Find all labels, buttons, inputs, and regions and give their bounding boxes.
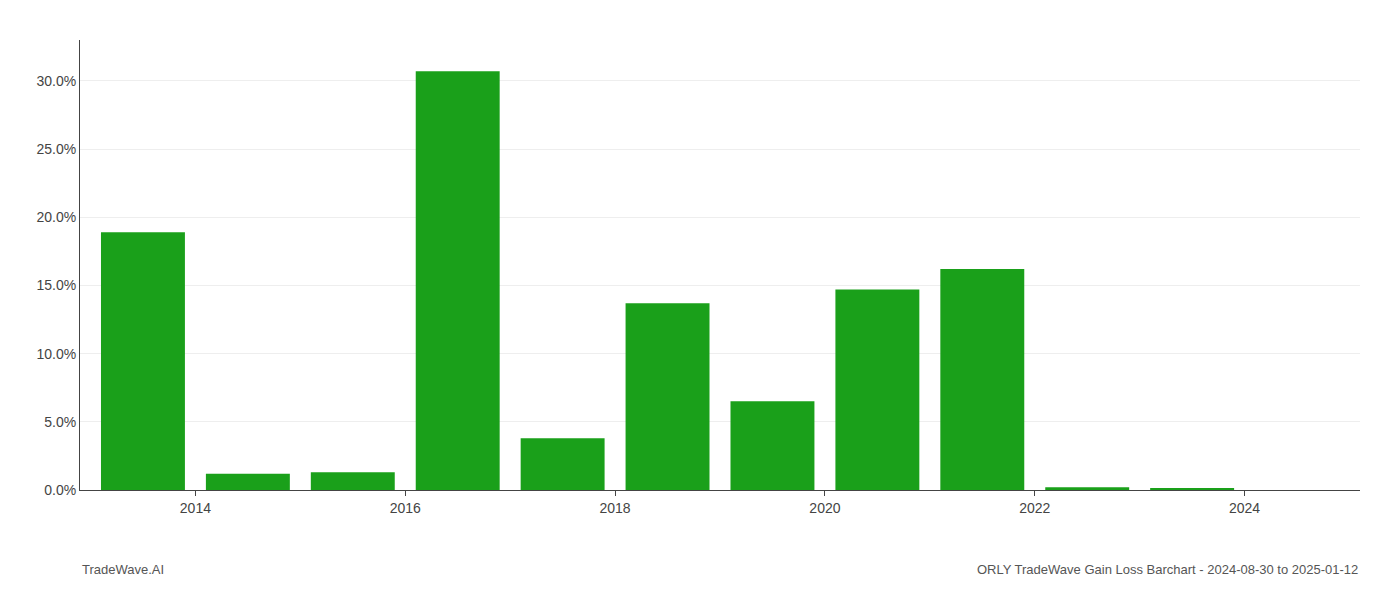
svg-text:2020: 2020	[809, 500, 840, 516]
svg-text:0.0%: 0.0%	[44, 482, 76, 498]
svg-text:5.0%: 5.0%	[44, 414, 76, 430]
svg-text:30.0%: 30.0%	[36, 73, 76, 89]
svg-text:2018: 2018	[600, 500, 631, 516]
svg-text:2014: 2014	[180, 500, 211, 516]
svg-text:2016: 2016	[390, 500, 421, 516]
svg-text:20.0%: 20.0%	[36, 209, 76, 225]
svg-text:2022: 2022	[1019, 500, 1050, 516]
svg-text:TradeWave.AI: TradeWave.AI	[82, 562, 164, 577]
svg-text:ORLY TradeWave Gain Loss Barch: ORLY TradeWave Gain Loss Barchart - 2024…	[977, 562, 1358, 577]
svg-text:10.0%: 10.0%	[36, 346, 76, 362]
svg-text:15.0%: 15.0%	[36, 277, 76, 293]
svg-text:25.0%: 25.0%	[36, 141, 76, 157]
svg-text:2024: 2024	[1229, 500, 1260, 516]
